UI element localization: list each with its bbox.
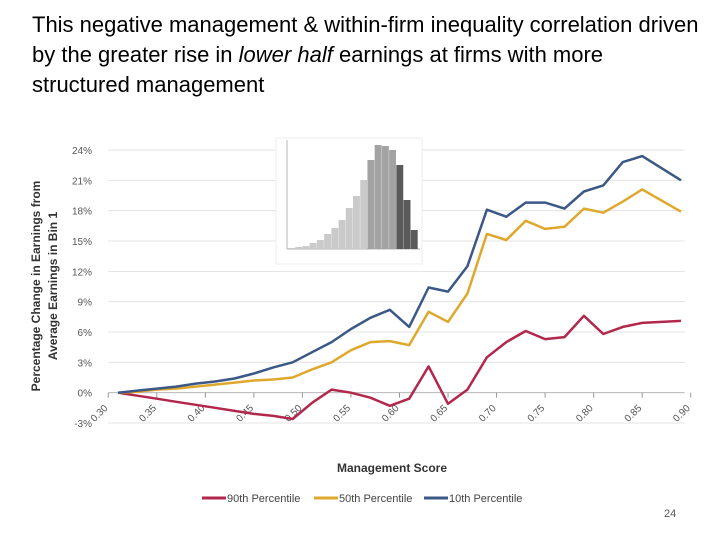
title-part: lower half [238,42,333,67]
inset-bar [403,200,411,249]
inset-bar [309,243,317,249]
legend-label: 50th Percentile [339,493,412,505]
inset-bar [324,234,332,249]
series-line [117,154,682,394]
y-tick-label: 0% [78,389,93,400]
inset-bar [389,150,397,249]
y-tick-label: 9% [78,298,93,309]
x-tick-label: 0.70 [477,403,499,425]
y-tick-label: 6% [78,328,93,339]
y-tick-label: 15% [72,237,92,248]
x-axis-title: Management Score [337,461,447,475]
legend-item: 10th Percentile [424,493,522,505]
y-tick-label: 18% [72,207,92,218]
inset-bar [410,230,418,249]
inset-bar [302,246,310,249]
y-tick-label: 3% [78,358,93,369]
inset-bar [353,196,360,249]
inset-bar [396,165,404,249]
slide-title: This negative management & within-firm i… [32,10,702,100]
y-tick-label: 21% [72,176,92,187]
x-tick-label: 0.85 [623,403,645,425]
y-tick-label: 24% [72,146,92,157]
inset-bar [288,248,295,249]
inset-bar [360,180,368,249]
inset-bar [316,240,324,249]
inset-bar [381,146,389,249]
x-tick-label: 0.30 [89,403,111,425]
page-number: 24 [664,508,677,520]
legend-item: 90th Percentile [202,493,300,505]
x-tick-label: 0.80 [574,403,596,425]
inset-bar [345,208,353,249]
series-line [117,314,682,421]
legend-label: 90th Percentile [227,493,300,505]
y-axis-title: Average Earnings in Bin 1 [46,212,60,361]
inset-bar [295,247,303,249]
title-part: This negative management & within-firm i… [32,12,699,67]
legend-label: 10th Percentile [449,493,522,505]
inset-bar [331,228,339,249]
x-tick-label: 0.50 [283,403,305,425]
inset-bar [367,160,375,249]
y-axis-title: Percentage Change in Earnings from [29,181,43,392]
x-tick-label: 0.55 [332,403,354,425]
y-tick-label: 12% [72,267,92,278]
x-tick-label: 0.75 [526,403,548,425]
x-tick-label: 0.65 [429,403,451,425]
x-tick-label: 0.35 [137,403,159,425]
inset-bar [374,145,382,249]
legend-item: 50th Percentile [314,493,412,505]
title-part: earnings at firms with more structured m… [32,42,604,97]
x-tick-label: 0.90 [671,403,693,425]
inset-bar [338,220,346,249]
series-line [117,188,682,394]
y-tick-label: -3% [74,419,92,430]
